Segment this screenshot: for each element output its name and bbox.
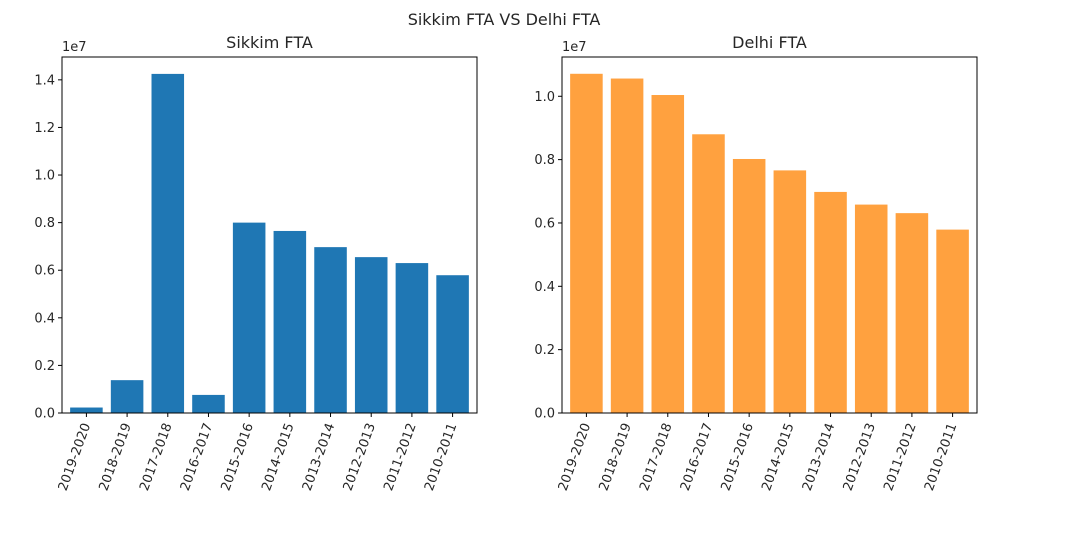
x-tick-label: 2011-2012 [881, 421, 919, 493]
y-tick-label: 0.4 [34, 311, 55, 326]
x-tick-label: 2019-2020 [556, 421, 594, 493]
bar-2010-2011 [436, 275, 469, 413]
x-tick-label: 2018-2019 [597, 421, 635, 493]
x-tick-label: 2011-2012 [381, 421, 419, 493]
x-tick-label: 2016-2017 [678, 421, 716, 493]
bar-2013-2014 [314, 247, 347, 413]
y-tick-label: 1.0 [34, 169, 55, 184]
bar-2011-2012 [395, 263, 429, 413]
bar-2015-2016 [232, 222, 266, 413]
y-tick-label: 0.0 [34, 407, 55, 422]
bar-2012-2013 [854, 204, 888, 413]
x-tick-label: 2014-2015 [759, 421, 797, 493]
figure-title: Sikkim FTA VS Delhi FTA [408, 10, 601, 29]
bar-2016-2017 [692, 134, 725, 414]
bar-2016-2017 [192, 394, 225, 413]
x-tick-label: 2016-2017 [178, 421, 216, 493]
x-tick-label: 2010-2011 [422, 421, 460, 493]
y-tick-label: 0.4 [534, 280, 555, 295]
axes-frame [561, 56, 978, 414]
bar-2010-2011 [936, 229, 969, 413]
x-tick-label: 2010-2011 [922, 421, 960, 493]
x-tick-label: 2013-2014 [300, 421, 338, 493]
y-tick-label: 1.0 [534, 90, 555, 105]
chart-panel-0: 0.0 0.2 0.4 0.6 0.8 1.0 1.2 1.4 1e7 2019-2020 2018… [34, 33, 478, 493]
y-tick-label: 0.0 [534, 407, 555, 422]
subplot-title: Sikkim FTA [226, 33, 313, 52]
x-tick-label: 2014-2015 [259, 421, 297, 493]
y-tick-label: 0.2 [534, 343, 555, 358]
bar-2011-2012 [895, 213, 929, 413]
x-tick-label: 2017-2018 [637, 421, 675, 493]
bar-2019-2020 [570, 73, 603, 414]
x-tick-label: 2017-2018 [137, 421, 175, 493]
y-tick-label: 1.4 [34, 73, 55, 88]
bar-2015-2016 [732, 158, 766, 413]
bar-2014-2015 [773, 170, 807, 413]
x-tick-label: 2015-2016 [219, 421, 257, 493]
x-tick-label: 2018-2019 [97, 421, 135, 493]
bar-2019-2020 [70, 407, 103, 413]
x-tick-label: 2013-2014 [800, 421, 838, 493]
x-tick-label: 2012-2013 [841, 421, 879, 493]
y-tick-label: 0.8 [534, 153, 555, 168]
axes-frame [61, 56, 478, 414]
bar-2013-2014 [814, 191, 847, 413]
y-tick-label: 0.6 [534, 216, 555, 231]
y-tick-label: 0.6 [34, 264, 55, 279]
bar-2012-2013 [354, 257, 388, 413]
x-tick-label: 2012-2013 [341, 421, 379, 493]
y-tick-label: 0.2 [34, 359, 55, 374]
x-tick-label: 2019-2020 [56, 421, 94, 493]
bar-2014-2015 [273, 230, 307, 413]
bar-2017-2018 [151, 73, 185, 413]
bar-2018-2019 [610, 78, 644, 414]
bar-2018-2019 [110, 380, 144, 413]
x-tick-label: 2015-2016 [719, 421, 757, 493]
y-tick-label: 1.2 [34, 121, 55, 136]
y-offset-label: 1e7 [62, 40, 87, 55]
y-offset-label: 1e7 [562, 40, 587, 55]
subplot-title: Delhi FTA [732, 33, 807, 52]
y-tick-label: 0.8 [34, 216, 55, 231]
bar-2017-2018 [651, 95, 685, 414]
